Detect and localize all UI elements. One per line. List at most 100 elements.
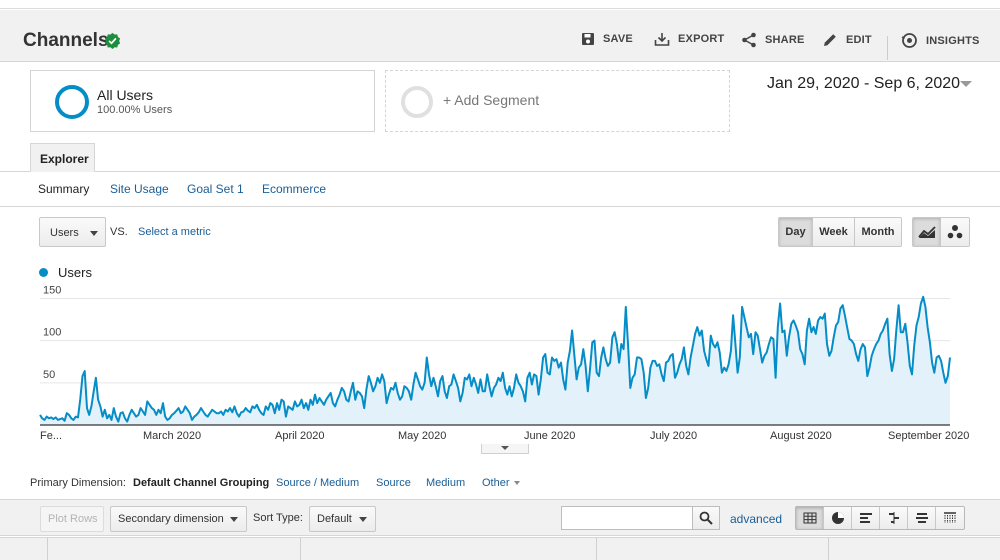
verified-check-icon: [104, 32, 121, 49]
bubble-chart-icon: [947, 225, 963, 239]
secondary-dimension-caret-icon: [230, 517, 238, 522]
dimension-other-caret-icon: [513, 481, 520, 486]
dimension-medium[interactable]: Medium: [426, 477, 466, 489]
top-strip: [0, 0, 1000, 9]
metric-select-value: Users: [50, 227, 79, 239]
export-label: EXPORT: [678, 33, 725, 45]
table-column-divider: [300, 538, 301, 560]
report-header: Channels SAVE EXPORT SHARE EDIT INSIGHTS: [0, 10, 1000, 62]
pencil-icon: [824, 34, 836, 46]
table-search-input[interactable]: [561, 506, 693, 530]
secondary-dimension-select[interactable]: Secondary dimension: [110, 506, 247, 532]
export-icon: [654, 33, 670, 46]
x-tick-label: August 2020: [770, 430, 832, 442]
subtab-ecommerce[interactable]: Ecommerce: [262, 182, 327, 196]
table-column-divider: [47, 538, 48, 560]
table-toolbar: Plot Rows Secondary dimension Sort Type:…: [0, 499, 1000, 536]
bar-performance-icon: [859, 513, 872, 523]
users-series-line: [39, 295, 951, 423]
term-cloud-icon: [915, 513, 928, 523]
select-metric-link[interactable]: Select a metric: [138, 226, 211, 238]
add-segment-label: + Add Segment: [443, 92, 540, 108]
metric-select[interactable]: Users: [39, 217, 106, 247]
legend-dot-users: [39, 268, 48, 277]
plot-rows-button[interactable]: Plot Rows: [40, 506, 104, 532]
dimension-other-label: Other: [482, 477, 510, 489]
x-tick-label: June 2020: [524, 430, 575, 442]
dimension-source-medium[interactable]: Source / Medium: [276, 477, 360, 489]
pivot-table-icon: [944, 512, 956, 523]
save-label: SAVE: [603, 33, 633, 45]
table-view-toggle: [795, 506, 965, 530]
save-icon: [582, 33, 594, 45]
view-performance-button[interactable]: [852, 507, 880, 529]
share-button[interactable]: SHARE: [741, 32, 805, 48]
legend-label-users: Users: [58, 265, 92, 280]
tab-bar-line: [0, 171, 1000, 172]
chart-type-toggle: [912, 217, 970, 247]
segment-name: All Users: [97, 87, 154, 103]
collapse-chart-tab[interactable]: [481, 444, 529, 454]
line-chart-button[interactable]: [913, 218, 941, 246]
y-tick-label: 100: [43, 327, 61, 339]
subtab-summary[interactable]: Summary: [38, 182, 90, 196]
x-tick-label: September 2020: [888, 430, 969, 442]
view-data-table-button[interactable]: [796, 507, 824, 529]
segment-percent: 100.00% Users: [97, 104, 173, 116]
share-label: SHARE: [765, 34, 805, 46]
view-pie-button[interactable]: [824, 507, 852, 529]
subtab-site-usage[interactable]: Site Usage: [110, 182, 169, 196]
motion-chart-button[interactable]: [941, 218, 969, 246]
grid-table-icon: [803, 512, 816, 524]
subtab-goal-set-1[interactable]: Goal Set 1: [187, 182, 244, 196]
vs-label: VS.: [110, 226, 128, 238]
x-tick-label: March 2020: [143, 430, 201, 442]
primary-dimension-label: Primary Dimension:: [30, 477, 126, 489]
table-column-divider: [596, 538, 597, 560]
dimension-default-channel-grouping[interactable]: Default Channel Grouping: [133, 477, 270, 489]
page-title: Channels: [23, 30, 109, 51]
save-button[interactable]: SAVE: [581, 32, 633, 46]
dimension-other[interactable]: Other: [482, 477, 520, 489]
view-comparison-button[interactable]: [880, 507, 908, 529]
period-week-button[interactable]: Week: [813, 218, 855, 246]
segment-ring-icon: [55, 85, 89, 119]
line-chart-icon: [917, 226, 936, 238]
header-divider: [887, 36, 888, 60]
search-icon: [699, 511, 713, 525]
x-tick-label: Fe...: [40, 430, 62, 442]
add-segment-button[interactable]: + Add Segment: [385, 70, 730, 132]
table-header-row: [0, 537, 1000, 560]
x-tick-label: April 2020: [275, 430, 325, 442]
dimension-source[interactable]: Source: [376, 477, 411, 489]
view-term-cloud-button[interactable]: [908, 507, 936, 529]
insights-label: INSIGHTS: [926, 34, 980, 47]
edit-button[interactable]: EDIT: [822, 32, 872, 48]
secondary-dimension-label: Secondary dimension: [118, 513, 224, 525]
date-range-picker[interactable]: Jan 29, 2020 - Sep 6, 2020: [767, 75, 961, 92]
x-tick-label: May 2020: [398, 430, 446, 442]
segment-all-users[interactable]: All Users 100.00% Users: [30, 70, 375, 132]
empty-segment-ring-icon: [401, 86, 433, 118]
table-search-button[interactable]: [692, 506, 720, 530]
metric-caret-icon: [90, 231, 98, 236]
tab-explorer[interactable]: Explorer: [30, 143, 95, 172]
view-pivot-button[interactable]: [936, 507, 964, 529]
insights-button[interactable]: INSIGHTS: [901, 32, 980, 49]
users-area: [40, 296, 950, 425]
table-column-divider: [828, 538, 829, 560]
period-month-button[interactable]: Month: [855, 218, 901, 246]
export-button[interactable]: EXPORT: [654, 32, 724, 46]
pie-chart-icon: [831, 512, 844, 524]
y-tick-label: 150: [43, 284, 61, 296]
insights-icon: [901, 33, 917, 48]
period-toggle: Day Week Month: [778, 217, 902, 247]
chart-legend: Users: [39, 265, 92, 280]
date-range-caret-icon[interactable]: [960, 81, 972, 87]
sort-type-select[interactable]: Default: [309, 506, 376, 532]
period-day-button[interactable]: Day: [779, 218, 813, 246]
y-tick-label: 50: [43, 369, 55, 381]
sort-type-label: Sort Type:: [253, 512, 303, 524]
sort-type-value: Default: [317, 513, 352, 525]
advanced-filter-link[interactable]: advanced: [730, 512, 783, 526]
